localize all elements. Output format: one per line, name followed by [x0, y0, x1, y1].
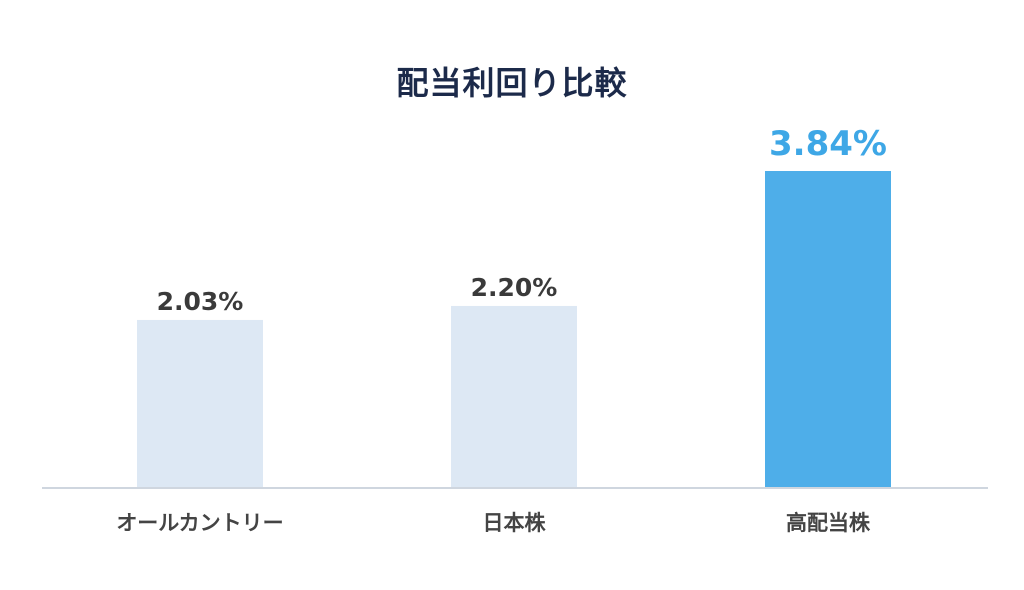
chart-title: 配当利回り比較: [396, 64, 628, 102]
value-label-2: 3.84%: [769, 124, 887, 164]
bar-0: [137, 319, 263, 487]
bar-1: [451, 305, 577, 487]
value-label-0: 2.03%: [157, 287, 244, 316]
value-label-1: 2.20%: [471, 273, 558, 302]
bar-2: [765, 171, 891, 487]
category-label-0: オールカントリー: [116, 511, 283, 535]
category-label-2: 高配当株: [786, 511, 871, 535]
category-label-1: 日本株: [483, 511, 547, 535]
